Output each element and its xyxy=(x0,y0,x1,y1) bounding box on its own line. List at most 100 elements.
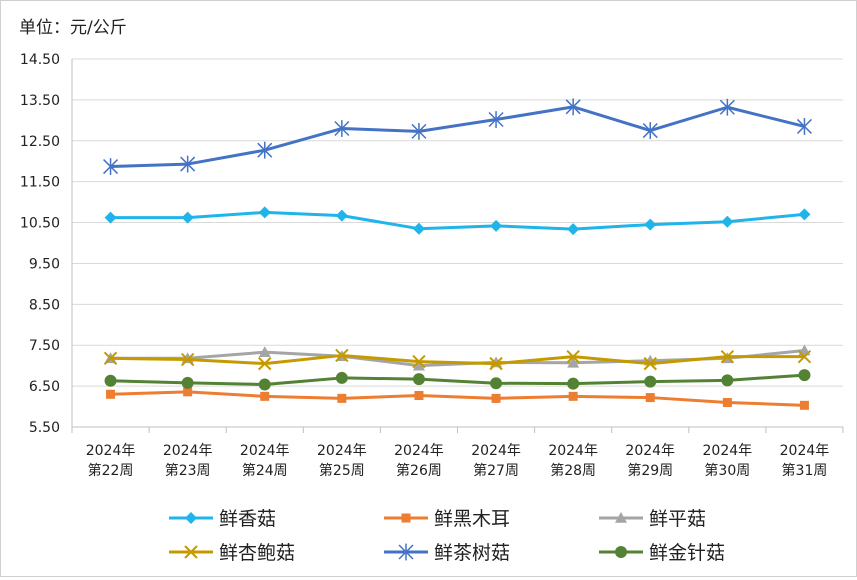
y-tick-label: 6.50 xyxy=(29,379,60,395)
x-tick-label: 2024年第25周 xyxy=(317,443,367,479)
marker-stroke xyxy=(489,356,503,371)
data-point-square xyxy=(568,391,578,401)
legend-label: 鲜杏鲍菇 xyxy=(219,542,295,564)
data-point-star xyxy=(488,111,504,128)
data-point-star xyxy=(334,120,350,137)
series-line xyxy=(110,210,805,231)
legend-item: 鲜金针菇 xyxy=(599,542,725,564)
x-tick-label: 2024年第24周 xyxy=(240,443,290,479)
data-point-x xyxy=(489,356,503,371)
axes: 14.50 13.50 12.50 11.50 10.50 9.50 8.50 7.50 6.5… xyxy=(20,52,844,479)
marker-stroke xyxy=(103,351,118,366)
series-diamond xyxy=(104,206,811,236)
x-tick-label: 2024年第23周 xyxy=(163,443,213,479)
data-point-x xyxy=(184,545,198,559)
x-tick-label: 2024年第31周 xyxy=(780,443,830,479)
data-point-x xyxy=(643,356,657,371)
data-point-x xyxy=(720,349,735,364)
data-point-square xyxy=(645,393,655,403)
legend-label: 鲜黑木耳 xyxy=(434,508,510,530)
legend-item: 鲜平菇 xyxy=(599,508,706,530)
marker-stroke xyxy=(720,349,735,364)
data-point-triangle xyxy=(412,359,425,371)
data-point-diamond xyxy=(185,512,197,524)
marker-stroke xyxy=(643,356,657,371)
data-point-star xyxy=(565,98,581,116)
data-point-square xyxy=(799,400,809,410)
legend-item: 鲜香菇 xyxy=(169,508,276,530)
x-tick-label: 2024年第29周 xyxy=(625,443,675,479)
marker-stroke xyxy=(258,356,272,371)
data-point-circle xyxy=(104,374,117,387)
data-point-circle xyxy=(490,377,503,390)
series-square xyxy=(106,387,809,410)
data-point-triangle xyxy=(258,346,271,357)
series-circle xyxy=(104,369,811,391)
data-point-x xyxy=(180,352,195,367)
data-point-diamond xyxy=(104,211,117,224)
legend-label: 鲜平菇 xyxy=(649,508,706,530)
data-point-diamond xyxy=(721,215,734,228)
data-point-square xyxy=(414,391,424,401)
data-point-circle xyxy=(644,375,657,388)
data-point-star xyxy=(411,122,427,140)
legend-label: 鲜金针菇 xyxy=(649,542,725,564)
legend-item: 鲜茶树菇 xyxy=(384,542,510,564)
data-point-diamond xyxy=(798,208,811,221)
data-point-star xyxy=(642,122,658,139)
data-point-square xyxy=(106,389,116,399)
series-line xyxy=(110,373,805,386)
data-point-diamond xyxy=(567,223,580,236)
data-point-diamond xyxy=(335,209,348,222)
data-point-circle xyxy=(798,369,811,382)
y-tick-label: 10.50 xyxy=(20,216,60,232)
data-point-x xyxy=(335,348,349,363)
y-tick-label: 9.50 xyxy=(29,256,60,272)
data-point-diamond xyxy=(258,206,271,219)
data-point-triangle xyxy=(615,512,627,523)
data-point-square xyxy=(337,393,347,403)
data-point-diamond xyxy=(490,219,503,232)
legend-label: 鲜香菇 xyxy=(219,508,276,530)
marker-stroke xyxy=(184,545,198,559)
x-tick-label: 2024年第22周 xyxy=(86,443,136,479)
data-point-square xyxy=(183,387,193,397)
data-point-square xyxy=(401,513,411,523)
series-star xyxy=(103,98,812,175)
data-point-star xyxy=(257,141,273,159)
series-line xyxy=(110,105,805,169)
data-point-circle xyxy=(615,546,627,558)
data-point-circle xyxy=(181,376,194,389)
marker-stroke xyxy=(566,349,580,364)
data-point-circle xyxy=(721,374,734,387)
data-point-x xyxy=(103,351,118,366)
series-x xyxy=(103,348,812,371)
marker-stroke xyxy=(797,349,812,364)
marker-stroke xyxy=(335,348,349,363)
data-point-circle xyxy=(412,373,425,386)
legend-item: 鲜杏鲍菇 xyxy=(169,542,295,564)
unit-label: 单位：元/公斤 xyxy=(19,18,127,38)
data-point-circle xyxy=(335,371,348,384)
data-point-star xyxy=(719,98,735,116)
series-lines xyxy=(103,98,812,410)
data-point-diamond xyxy=(181,211,194,224)
data-point-triangle xyxy=(567,356,580,368)
x-tick-label: 2024年第30周 xyxy=(703,443,753,479)
data-point-square xyxy=(722,397,732,407)
data-point-x xyxy=(258,356,272,371)
y-tick-label: 13.50 xyxy=(20,93,60,109)
x-tick-label: 2024年第27周 xyxy=(471,443,521,479)
series-line xyxy=(110,390,805,407)
data-point-square xyxy=(260,391,270,401)
marker-stroke xyxy=(180,352,195,367)
y-tick-label: 7.50 xyxy=(29,338,60,354)
y-tick-label: 12.50 xyxy=(20,134,60,150)
legend-label: 鲜茶树菇 xyxy=(434,542,510,564)
data-point-star xyxy=(103,158,119,175)
y-tick-label: 8.50 xyxy=(29,297,60,313)
y-tick-label: 11.50 xyxy=(20,175,60,191)
